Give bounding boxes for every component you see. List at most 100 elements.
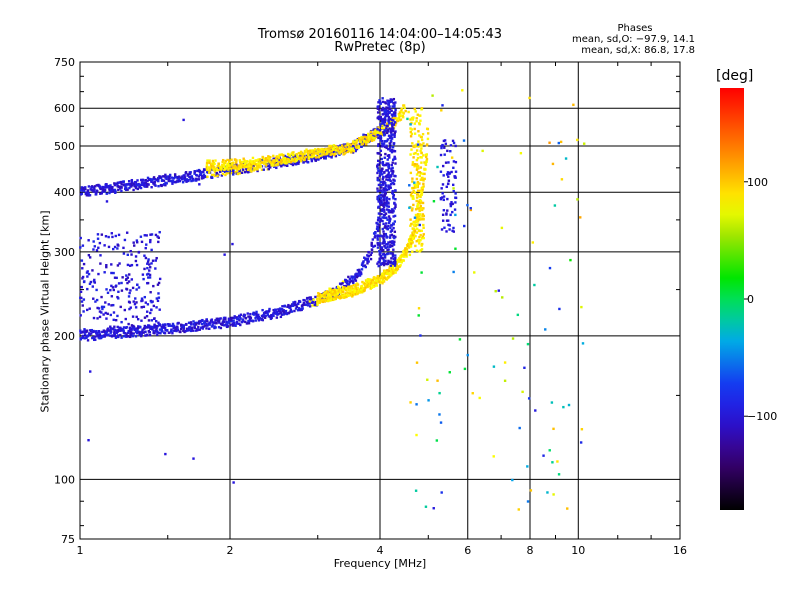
echo-point [425, 158, 429, 161]
echo-point [275, 310, 279, 314]
echo-point [92, 316, 96, 320]
echo-point [120, 289, 124, 292]
echo-point [125, 231, 129, 234]
echo-point [409, 130, 412, 134]
echo-point [339, 148, 342, 151]
echo-point [320, 154, 323, 157]
echo-point [441, 219, 445, 222]
echo-point [566, 507, 569, 510]
echo-point [134, 297, 137, 300]
echo-point [379, 102, 382, 105]
echo-point [564, 157, 568, 160]
echo-point [217, 317, 220, 321]
echo-point [294, 307, 298, 310]
echo-point [115, 331, 118, 335]
echo-point [385, 188, 389, 192]
echo-point [191, 329, 195, 332]
echo-point [117, 181, 121, 184]
echo-point [255, 312, 258, 316]
echo-point [146, 179, 149, 182]
echo-point [283, 154, 287, 158]
echo-point [381, 227, 384, 231]
echo-point [134, 255, 138, 258]
echo-point [391, 126, 394, 129]
echo-point [373, 236, 376, 239]
echo-point [280, 165, 283, 168]
echo-point [292, 301, 295, 304]
echo-point [117, 328, 120, 332]
echo-point [131, 286, 135, 290]
echo-point [390, 148, 394, 152]
echo-point [317, 155, 321, 158]
echo-point [170, 324, 173, 328]
echo-point [289, 160, 293, 164]
echo-point [329, 294, 332, 298]
echo-point [389, 264, 393, 267]
echo-point [93, 187, 96, 191]
echo-point [421, 215, 424, 218]
echo-point [157, 179, 160, 183]
echo-point [551, 162, 555, 166]
echo-point [377, 115, 381, 118]
echo-point [381, 191, 384, 194]
echo-point [210, 318, 214, 321]
echo-point [380, 169, 383, 173]
echo-point [233, 316, 236, 320]
echo-point [195, 323, 198, 326]
echo-point [141, 328, 144, 331]
echo-point [81, 267, 84, 270]
echo-point [117, 297, 120, 300]
echo-point [418, 223, 421, 227]
echo-point [220, 168, 223, 171]
echo-point [250, 170, 253, 173]
echo-point [308, 302, 311, 305]
echo-point [418, 201, 421, 205]
echo-point [228, 159, 231, 162]
echo-point [388, 108, 392, 111]
echo-point [320, 298, 323, 301]
echo-point [109, 186, 112, 189]
echo-point [107, 184, 111, 188]
echo-point [392, 197, 395, 200]
echo-point [383, 210, 386, 213]
echo-point [134, 186, 138, 190]
echo-point [149, 325, 152, 329]
echo-point [283, 310, 286, 314]
echo-point [334, 149, 338, 152]
echo-point [365, 136, 368, 140]
echo-point [410, 191, 414, 194]
echo-point [141, 273, 145, 276]
echo-point [415, 239, 418, 243]
echo-point [148, 273, 152, 277]
echo-point [109, 325, 112, 328]
echo-point [386, 158, 389, 161]
echo-point [380, 126, 384, 130]
echo-point [137, 250, 141, 254]
echo-point [391, 209, 394, 212]
echo-point [184, 322, 188, 326]
echo-point [160, 184, 164, 187]
echo-point [195, 177, 198, 181]
echo-point [375, 279, 378, 282]
echo-point [579, 441, 583, 444]
echo-point [379, 137, 383, 140]
echo-point [377, 143, 380, 146]
echo-point [83, 333, 87, 336]
echo-point [403, 106, 406, 110]
echo-point [497, 289, 500, 292]
echo-point [292, 151, 295, 154]
echo-point [171, 182, 174, 185]
echo-point [441, 192, 444, 195]
echo-point [401, 111, 404, 114]
echo-point [376, 128, 379, 131]
echo-point [125, 274, 128, 277]
echo-point [407, 242, 410, 246]
echo-point [381, 113, 384, 116]
echo-point [376, 262, 379, 265]
echo-point [183, 179, 187, 182]
echo-point [385, 236, 388, 239]
echo-point [380, 142, 384, 145]
echo-point [225, 320, 228, 324]
echo-point [149, 266, 152, 269]
echo-point [126, 263, 130, 267]
